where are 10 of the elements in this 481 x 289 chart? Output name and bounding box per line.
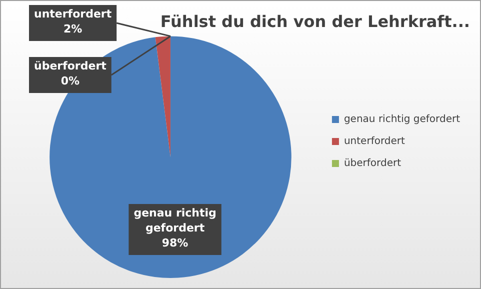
data-label: 98% <box>162 236 188 250</box>
slice-label: genau richtig gefordert <box>134 206 216 234</box>
data-label: 2% <box>63 22 82 36</box>
legend-label: überfordert <box>344 158 402 170</box>
legend-label: genau richtig gefordert <box>344 114 460 126</box>
slice-label: unterfordert <box>34 7 112 20</box>
category-label: überfordert <box>34 59 106 72</box>
legend-label: unterfordert <box>344 136 406 148</box>
text: 0% <box>60 74 80 88</box>
chart-title: Fühlst du dich von der Lehrkraft... <box>160 12 470 31</box>
